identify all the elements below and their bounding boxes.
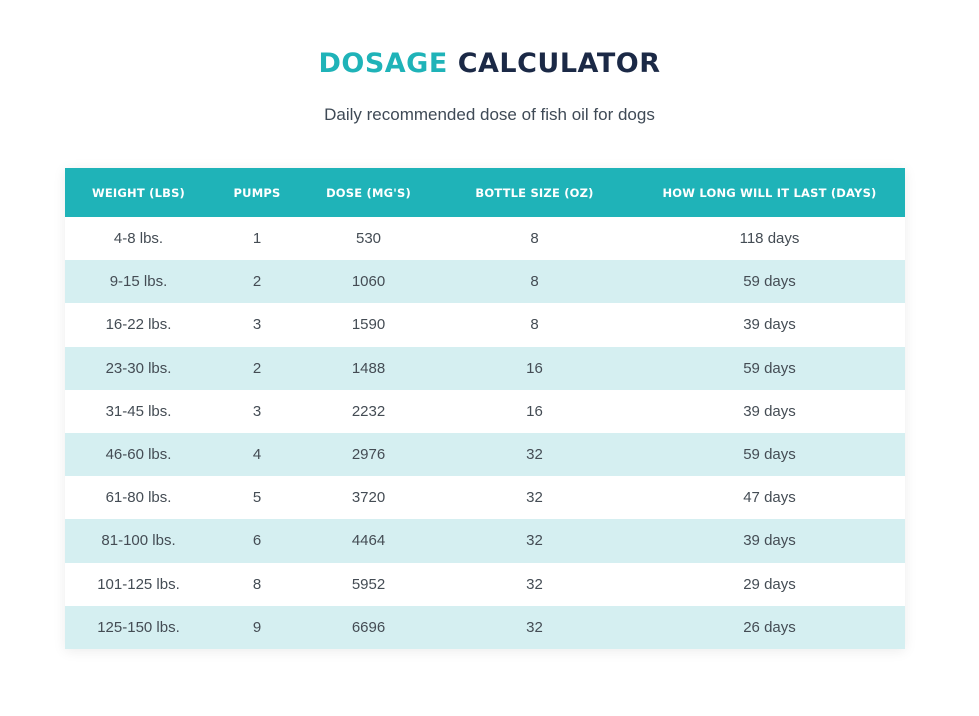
- column-header-pumps: PUMPS: [233, 185, 281, 200]
- cell-pumps: 1: [252, 230, 262, 248]
- cell-duration: 26 days: [743, 618, 796, 636]
- cell-dose: 1488: [351, 359, 386, 377]
- table-row: 101-125 lbs. 8 5952 32 29 days: [65, 562, 905, 606]
- cell-duration: 39 days: [743, 316, 796, 334]
- cell-duration: 39 days: [743, 402, 796, 420]
- table-row: 23-30 lbs. 2 1488 16 59 days: [65, 346, 905, 390]
- cell-dose: 3720: [351, 489, 386, 507]
- cell-duration: 59 days: [743, 273, 796, 291]
- cell-dose: 6696: [351, 618, 386, 636]
- cell-duration: 59 days: [743, 359, 796, 377]
- table-row: 46-60 lbs. 4 2976 32 59 days: [65, 432, 905, 477]
- cell-weight: 16-22 lbs.: [105, 316, 172, 334]
- cell-weight: 31-45 lbs.: [105, 402, 172, 420]
- cell-duration: 118 days: [739, 230, 800, 248]
- cell-duration: 29 days: [743, 575, 796, 593]
- cell-pumps: 9: [252, 618, 262, 636]
- cell-bottle-size: 32: [526, 575, 543, 593]
- cell-weight: 61-80 lbs.: [105, 489, 172, 507]
- dosage-table-container: WEIGHT (LBS) PUMPS DOSE (MG'S) BOTTLE SI…: [65, 168, 905, 649]
- cell-weight: 101-125 lbs.: [97, 575, 180, 593]
- cell-pumps: 3: [252, 316, 262, 334]
- cell-bottle-size: 32: [526, 618, 543, 636]
- title-accent: DOSAGE: [318, 48, 448, 79]
- cell-pumps: 5: [252, 489, 262, 507]
- table-row: 16-22 lbs. 3 1590 8 39 days: [65, 303, 905, 347]
- page-subtitle: Daily recommended dose of fish oil for d…: [324, 105, 655, 124]
- cell-pumps: 8: [252, 575, 262, 593]
- cell-dose: 4464: [351, 532, 386, 550]
- cell-bottle-size: 32: [526, 446, 543, 464]
- cell-weight: 125-150 lbs.: [97, 618, 180, 636]
- cell-pumps: 6: [252, 532, 262, 550]
- table-row: 31-45 lbs. 3 2232 16 39 days: [65, 389, 905, 433]
- column-header-duration: HOW LONG WILL IT LAST (DAYS): [662, 185, 877, 200]
- cell-dose: 2976: [351, 446, 386, 464]
- table-header-row: WEIGHT (LBS) PUMPS DOSE (MG'S) BOTTLE SI…: [65, 168, 905, 217]
- table-row: 125-150 lbs. 9 6696 32 26 days: [65, 605, 905, 649]
- cell-bottle-size: 8: [530, 230, 539, 248]
- column-header-bottle-size: BOTTLE SIZE (OZ): [475, 185, 594, 200]
- cell-pumps: 2: [252, 359, 262, 377]
- table-row: 81-100 lbs. 6 4464 32 39 days: [65, 519, 905, 563]
- dosage-table: WEIGHT (LBS) PUMPS DOSE (MG'S) BOTTLE SI…: [65, 168, 905, 649]
- table-row: 4-8 lbs. 1 530 8 118 days: [65, 217, 905, 261]
- column-header-dose: DOSE (MG'S): [326, 185, 411, 200]
- cell-weight: 46-60 lbs.: [105, 446, 172, 464]
- cell-duration: 59 days: [743, 446, 796, 464]
- cell-bottle-size: 16: [526, 359, 543, 377]
- table-row: 61-80 lbs. 5 3720 32 47 days: [65, 476, 905, 520]
- cell-bottle-size: 8: [530, 273, 539, 291]
- cell-dose: 5952: [351, 575, 386, 593]
- cell-dose: 2232: [351, 402, 386, 420]
- cell-weight: 4-8 lbs.: [113, 230, 164, 248]
- cell-dose: 530: [355, 230, 382, 248]
- cell-dose: 1590: [351, 316, 386, 334]
- cell-bottle-size: 8: [530, 316, 539, 334]
- cell-pumps: 2: [252, 273, 262, 291]
- cell-weight: 9-15 lbs.: [109, 273, 168, 291]
- cell-pumps: 4: [252, 446, 262, 464]
- cell-dose: 1060: [351, 273, 386, 291]
- cell-weight: 23-30 lbs.: [105, 359, 172, 377]
- table-row: 9-15 lbs. 2 1060 8 59 days: [65, 260, 905, 304]
- cell-bottle-size: 16: [526, 402, 543, 420]
- page-title: DOSAGE CALCULATOR: [0, 44, 979, 84]
- cell-weight: 81-100 lbs.: [101, 532, 176, 550]
- cell-duration: 39 days: [743, 532, 796, 550]
- title-rest: CALCULATOR: [457, 48, 661, 79]
- cell-duration: 47 days: [743, 489, 796, 507]
- cell-bottle-size: 32: [526, 532, 543, 550]
- cell-pumps: 3: [252, 402, 262, 420]
- column-header-weight: WEIGHT (LBS): [91, 185, 186, 200]
- cell-bottle-size: 32: [526, 489, 543, 507]
